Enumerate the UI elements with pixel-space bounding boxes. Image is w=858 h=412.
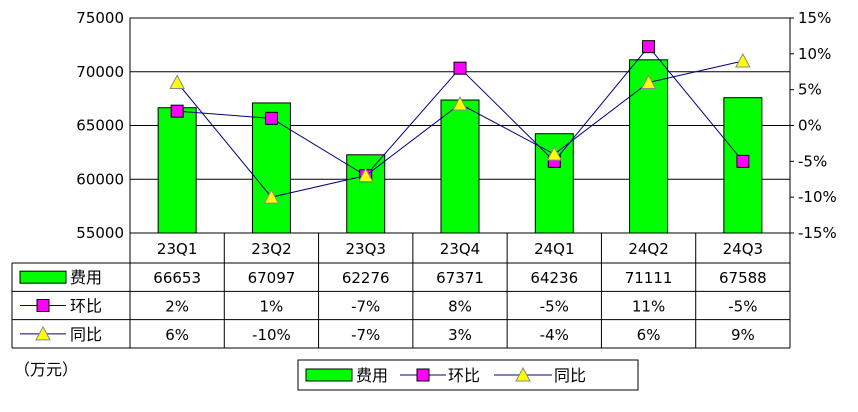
right-tick-label: -10% — [798, 188, 837, 206]
table-cell: -7% — [351, 298, 380, 316]
table-row-label: 费用 — [70, 268, 102, 287]
table-cell: -5% — [728, 298, 757, 316]
table-key-square — [36, 299, 50, 312]
left-tick-label: 55000 — [76, 224, 124, 242]
bar-23Q1 — [157, 107, 197, 234]
plot-frame — [129, 17, 791, 234]
table-cell: 62276 — [342, 269, 390, 287]
table-cell: 1% — [260, 298, 284, 316]
table-cell: 6% — [165, 326, 189, 344]
table-cell: 8% — [448, 298, 472, 316]
left-tick-label: 70000 — [76, 63, 124, 81]
legend-label: 费用 — [356, 366, 388, 385]
table-cell: 71111 — [625, 269, 673, 287]
category-label: 24Q1 — [534, 240, 574, 258]
table-cell: 6% — [637, 326, 661, 344]
table-row-label: 环比 — [70, 297, 102, 316]
marker-环比-24Q3 — [736, 154, 750, 168]
legend-label: 同比 — [554, 366, 586, 385]
table-cell: 64236 — [530, 269, 578, 287]
right-tick-label: 0% — [798, 117, 822, 135]
marker-环比-23Q2 — [264, 111, 278, 125]
table-cell: -4% — [540, 326, 569, 344]
right-tick-label: -15% — [798, 224, 837, 242]
right-tick-label: 15% — [798, 9, 831, 27]
unit-label: （万元） — [14, 360, 78, 379]
marker-环比-24Q2 — [642, 40, 656, 54]
left-tick-label: 60000 — [76, 170, 124, 188]
marker-同比-24Q1 — [546, 146, 563, 161]
legend-label: 环比 — [448, 366, 480, 385]
table-cell: 9% — [731, 326, 755, 344]
bar-23Q3 — [346, 154, 386, 234]
left-tick-label: 75000 — [76, 9, 124, 27]
category-label: 23Q4 — [440, 240, 480, 258]
legend-key-bar — [305, 368, 353, 382]
table-cell: -5% — [540, 298, 569, 316]
legend-key-triangle — [515, 366, 531, 382]
table-cell: 3% — [448, 326, 472, 344]
bar-23Q4 — [440, 99, 480, 234]
table-cell: 67371 — [436, 269, 484, 287]
table-cell: 66653 — [153, 269, 201, 287]
right-tick-label: 10% — [798, 45, 831, 63]
marker-同比-23Q2 — [263, 189, 280, 204]
table-cell: 2% — [165, 298, 189, 316]
table-cell: 11% — [632, 298, 665, 316]
marker-环比-23Q4 — [453, 61, 467, 75]
table-key-bar — [19, 270, 67, 284]
marker-环比-23Q1 — [170, 104, 184, 118]
table-cell: -7% — [351, 326, 380, 344]
category-label: 23Q3 — [345, 240, 385, 258]
category-label: 23Q1 — [157, 240, 197, 258]
category-label: 24Q2 — [628, 240, 668, 258]
left-tick-label: 65000 — [76, 117, 124, 135]
table-cell: 67588 — [719, 269, 767, 287]
legend-box — [297, 359, 639, 391]
marker-同比-23Q1 — [169, 74, 185, 89]
marker-同比-23Q3 — [357, 167, 374, 183]
table-row-label: 同比 — [70, 325, 102, 344]
right-tick-label: 5% — [798, 81, 822, 99]
table-cell: -10% — [252, 326, 291, 344]
marker-同比-24Q2 — [640, 74, 657, 89]
table-cell: 67097 — [248, 269, 296, 287]
right-tick-label: -5% — [798, 152, 827, 170]
marker-同比-23Q4 — [452, 95, 468, 111]
category-label: 23Q2 — [251, 240, 291, 258]
marker-同比-24Q3 — [735, 52, 751, 68]
table-key-triangle — [35, 325, 51, 341]
category-label: 24Q3 — [723, 240, 763, 258]
legend-key-square — [416, 368, 430, 382]
